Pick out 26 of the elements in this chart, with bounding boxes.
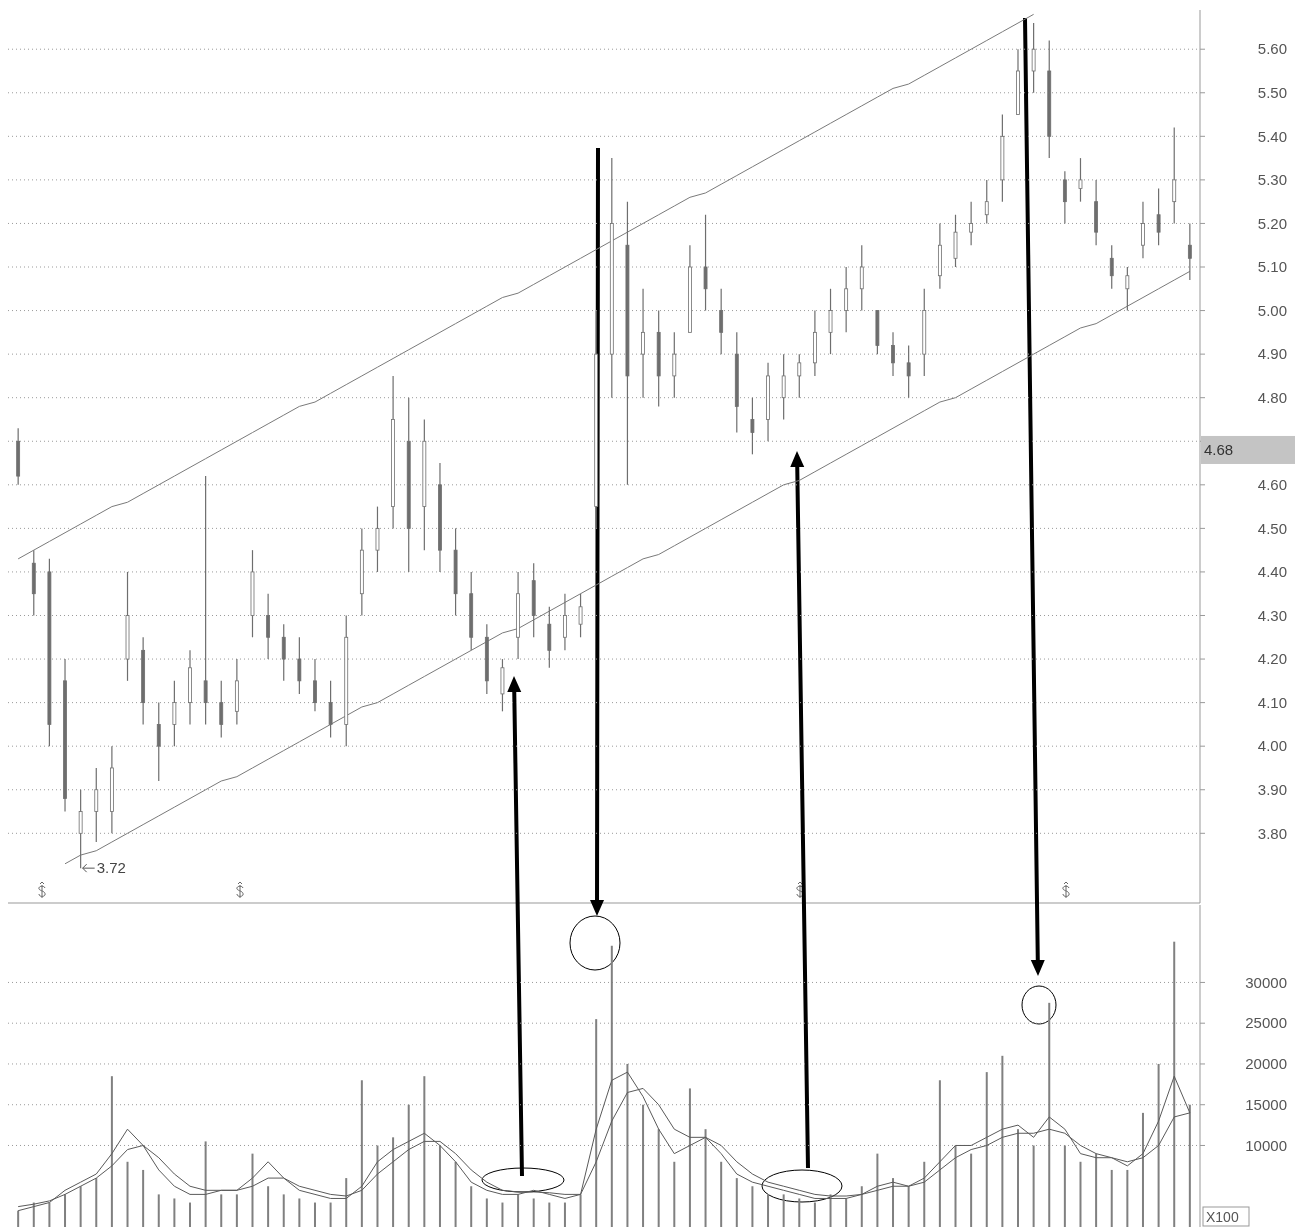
y-tick-label: 5.30: [1257, 171, 1287, 189]
y-tick-label: 10000: [1245, 1136, 1287, 1154]
y-tick-label: 15000: [1245, 1095, 1287, 1113]
y-tick-label: 5.40: [1257, 127, 1287, 145]
y-tick-label: 4.20: [1257, 650, 1287, 668]
y-tick-label: 3.90: [1257, 780, 1287, 798]
y-tick-label: 4.00: [1257, 737, 1287, 755]
y-tick-label: 5.20: [1257, 214, 1287, 232]
y-tick-label: 5.60: [1257, 40, 1287, 58]
y-tick-label: 20000: [1245, 1055, 1287, 1073]
y-tick-label: 3.80: [1257, 824, 1287, 842]
y-tick-label: 5.00: [1257, 301, 1287, 319]
y-tick-label: 4.50: [1257, 519, 1287, 537]
y-tick-label: 4.60: [1257, 476, 1287, 494]
y-tick-label: 4.80: [1257, 388, 1287, 406]
text: 4.68: [1204, 441, 1234, 459]
y-tick-label: 5.10: [1257, 258, 1287, 276]
y-tick-label: 4.90: [1257, 345, 1287, 363]
text: X100: [1206, 1209, 1239, 1225]
annotation: 3.72: [96, 859, 126, 877]
y-tick-label: 4.10: [1257, 693, 1287, 711]
y-tick-label: 4.40: [1257, 563, 1287, 581]
y-tick-label: 5.50: [1257, 84, 1287, 102]
y-tick-label: 30000: [1245, 973, 1287, 991]
y-tick-label: 25000: [1245, 1014, 1287, 1032]
y-tick-label: 4.30: [1257, 606, 1287, 624]
